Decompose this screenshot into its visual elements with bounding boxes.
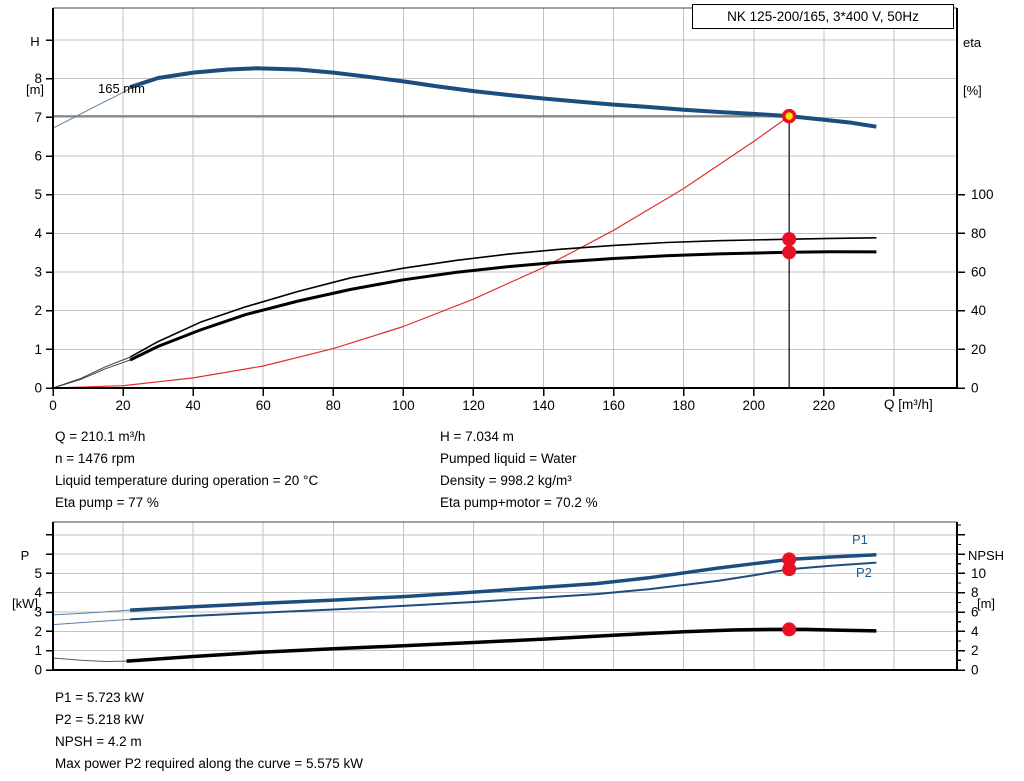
eta-axis-title-line2: [%]	[963, 83, 982, 98]
x-axis-tick-label: 220	[813, 398, 836, 413]
right-axis-tick-label: 20	[971, 342, 986, 357]
pump-curve-label: 165 mm	[98, 81, 145, 96]
eta-pump-curve	[129, 237, 877, 358]
left-axis-tick-label: 5	[34, 566, 42, 581]
result-npsh: NPSH = 4.2 m	[55, 734, 142, 749]
left-axis-tick-label: 1	[34, 342, 42, 357]
left-axis-tick-label: 3	[34, 605, 42, 620]
p-axis-title-line1: P	[20, 548, 30, 563]
right-axis-tick-label: 0	[971, 663, 979, 678]
x-axis-tick-label: 100	[392, 398, 415, 413]
duty-results-left-column: Q = 210.1 m³/h n = 1476 rpm Liquid tempe…	[55, 426, 318, 514]
p1-curve-thin	[52, 609, 131, 616]
right-axis-tick-label: 4	[971, 624, 979, 639]
x-axis-tick-label: 40	[186, 398, 201, 413]
npsh-curve	[126, 627, 877, 663]
p2-curve-thin	[52, 618, 131, 626]
pump-curve-start-thin	[52, 86, 134, 129]
p1-curve	[130, 552, 877, 612]
left-axis-tick-label: 8	[34, 71, 42, 86]
operating-point	[781, 108, 797, 124]
x-axis-tick-label: 160	[602, 398, 625, 413]
npsh-axis-title-line1: NPSH	[967, 548, 1005, 563]
left-axis-tick-label: 1	[34, 643, 42, 658]
npsh-op-dot	[782, 622, 797, 637]
right-axis-tick-label: 80	[971, 226, 986, 241]
left-axis-tick-label: 4	[34, 226, 42, 241]
left-axis-tick-label: 6	[34, 149, 42, 164]
p-axis-title: P [kW]	[10, 516, 40, 628]
result-p1: P1 = 5.723 kW	[55, 690, 144, 705]
npsh-axis-title-line2: [m]	[976, 596, 996, 611]
system-curve	[52, 115, 790, 389]
eta-axis-title-line1: eta	[963, 35, 982, 50]
power-npsh-chart: 0 1 2 3 4 5 0 2 4 6 8 10	[34, 521, 986, 678]
x-axis-tick-label: 180	[672, 398, 695, 413]
left-axis-tick-label: 0	[34, 663, 42, 678]
eta-pump-curve-thin	[52, 356, 131, 389]
x-axis-tick-label: 20	[116, 398, 131, 413]
p-axis-title-line2: [kW]	[12, 596, 38, 611]
result-max-power-p2: Max power P2 required along the curve = …	[55, 756, 364, 771]
right-axis-tick-label: 8	[971, 585, 979, 600]
p1-curve-label: P1	[852, 532, 868, 547]
x-axis-tick-label: 140	[532, 398, 555, 413]
eta-pump-motor-op-dot	[782, 245, 797, 260]
right-axis-tick-label: 60	[971, 265, 986, 280]
left-axis-tick-label: 2	[34, 303, 42, 318]
result-speed: n = 1476 rpm	[55, 451, 135, 466]
npsh-axis-title: NPSH [m]	[960, 516, 1012, 628]
result-liquid-temperature: Liquid temperature during operation = 20…	[55, 473, 319, 488]
right-axis-tick-label: 100	[971, 187, 994, 202]
q-axis-title: Q [m³/h]	[884, 397, 933, 412]
left-axis-tick-label: 7	[34, 110, 42, 125]
result-p2: P2 = 5.218 kW	[55, 712, 144, 727]
left-axis-tick-label: 2	[34, 624, 42, 639]
eta-axis-title: eta [%]	[963, 3, 997, 115]
result-eta-pump-motor: Eta pump+motor = 70.2 %	[440, 495, 598, 510]
left-axis-tick-label: 3	[34, 265, 42, 280]
right-axis-tick-label: 6	[971, 605, 979, 620]
left-axis-tick-label: 0	[34, 381, 42, 396]
result-pumped-liquid: Pumped liquid = Water	[440, 451, 577, 466]
x-axis-tick-label: 200	[743, 398, 766, 413]
duty-results-right-column: H = 7.034 m Pumped liquid = Water Densit…	[440, 426, 598, 514]
result-eta-pump: Eta pump = 77 %	[55, 495, 159, 510]
left-axis-tick-label: 5	[34, 187, 42, 202]
pump-title-box: NK 125-200/165, 3*400 V, 50Hz	[692, 4, 954, 29]
x-axis-tick-label: 0	[49, 398, 57, 413]
h-axis-title-line2: [m]	[25, 82, 45, 97]
h-axis-title-line1: H	[30, 34, 40, 49]
pump-curve-165mm	[129, 66, 877, 129]
right-axis-tick-label: 0	[971, 381, 979, 396]
eta-pump-op-dot	[782, 232, 797, 247]
npsh-curve-thin	[52, 657, 127, 662]
h-axis-title: H [m]	[21, 2, 49, 114]
result-density: Density = 998.2 kg/m³	[440, 473, 572, 488]
x-axis-tick-label: 80	[326, 398, 341, 413]
right-axis-tick-label: 2	[971, 643, 979, 658]
eta-pump-motor-curve	[129, 250, 877, 362]
x-axis-tick-label: 60	[256, 398, 271, 413]
right-axis-tick-label: 40	[971, 303, 986, 318]
right-axis-tick-label: 10	[971, 566, 986, 581]
p2-curve-label: P2	[856, 565, 872, 580]
p2-op-dot	[782, 562, 797, 577]
result-head: H = 7.034 m	[440, 429, 514, 444]
left-axis-tick-label: 4	[34, 585, 42, 600]
eta-pump-motor-curve-thin	[52, 359, 131, 389]
result-flow: Q = 210.1 m³/h	[55, 429, 146, 444]
power-results-column: P1 = 5.723 kW P2 = 5.218 kW NPSH = 4.2 m…	[55, 687, 363, 775]
p1-op-dot	[782, 552, 797, 567]
x-axis-tick-label: 120	[462, 398, 485, 413]
